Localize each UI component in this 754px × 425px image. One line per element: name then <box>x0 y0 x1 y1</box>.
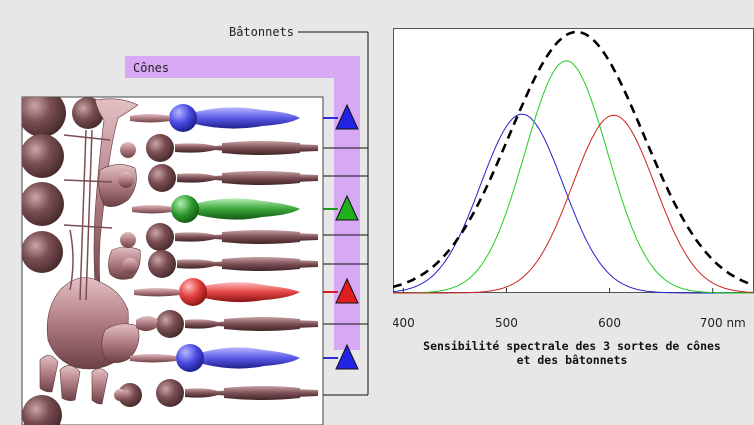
series-line-red <box>393 114 754 294</box>
bipolar-cells <box>39 98 141 405</box>
sensitivity-chart: 400 500 600 700 nm <box>393 30 754 330</box>
receptor-row-8 <box>136 310 318 338</box>
receptor-row-9 <box>130 344 300 372</box>
chart-series-group <box>393 30 754 294</box>
x-tick-label: 600 <box>598 316 621 330</box>
chart-caption: Sensibilité spectrale des 3 sortes de cô… <box>390 339 754 367</box>
series-line-green <box>393 60 754 294</box>
red-cone-triangle-icon <box>335 277 359 304</box>
receptor-row-5 <box>146 223 318 251</box>
receptor-row-7 <box>134 278 300 306</box>
retina-diagram: Bâtonnets Cônes <box>21 25 369 425</box>
green-cone-triangle-icon <box>335 194 359 221</box>
series-line-blue <box>393 113 754 294</box>
cones-band <box>125 56 360 350</box>
receptor-row-6 <box>148 250 318 278</box>
ganglion-cells <box>22 97 104 425</box>
cell-processes <box>63 129 113 301</box>
caption-line-2: et des bâtonnets <box>516 353 628 367</box>
x-tick-label: 700 nm <box>700 316 746 330</box>
rod-connectors <box>318 147 368 396</box>
receptor-row-2 <box>146 134 318 162</box>
cones-label: Cônes <box>133 61 169 75</box>
synapse-knobs <box>114 142 138 401</box>
x-tick-label: 400 <box>393 316 415 330</box>
receptor-row-10 <box>118 379 318 407</box>
rods-label: Bâtonnets <box>229 25 294 39</box>
blue-cone-triangle-icon <box>335 103 359 130</box>
receptor-row-1 <box>130 104 300 132</box>
caption-line-1: Sensibilité spectrale des 3 sortes de cô… <box>423 339 721 353</box>
receptor-row-4 <box>132 195 300 223</box>
series-line-rods_total <box>393 30 754 289</box>
x-axis: 400 500 600 700 nm <box>393 288 746 330</box>
receptor-row-3 <box>148 164 318 192</box>
blue-cone-triangle-icon-2 <box>335 343 359 370</box>
x-tick-label: 500 <box>495 316 518 330</box>
cell-illustration <box>22 97 318 425</box>
